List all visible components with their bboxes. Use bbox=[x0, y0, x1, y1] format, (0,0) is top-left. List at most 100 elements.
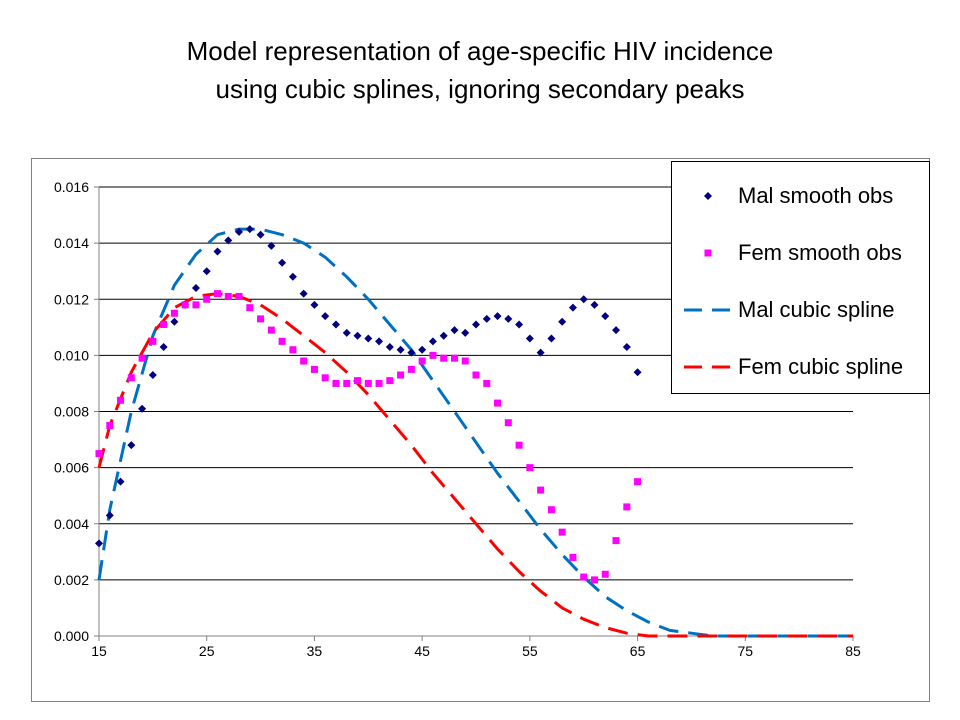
data-point-square bbox=[138, 354, 146, 362]
data-point-diamond bbox=[493, 312, 502, 321]
legend-label-mal-obs: Mal smooth obs bbox=[738, 183, 894, 208]
data-point-square bbox=[601, 570, 609, 578]
x-tick-label: 15 bbox=[91, 643, 107, 659]
data-point-square bbox=[246, 304, 254, 312]
data-point-square bbox=[526, 464, 534, 472]
data-point-square bbox=[558, 528, 566, 536]
data-point-diamond bbox=[547, 334, 556, 343]
data-point-diamond bbox=[267, 241, 276, 250]
slide-title-line-1: Model representation of age-specific HIV… bbox=[186, 36, 774, 66]
legend-label-fem-spline: Fem cubic spline bbox=[738, 354, 904, 379]
x-tick-label: 25 bbox=[199, 643, 215, 659]
data-point-diamond bbox=[95, 539, 103, 548]
data-point-diamond bbox=[321, 312, 330, 321]
data-point-square bbox=[127, 374, 135, 382]
data-point-square bbox=[580, 573, 588, 581]
data-point-diamond bbox=[310, 300, 319, 309]
y-tick-label: 0.000 bbox=[54, 628, 89, 644]
data-point-square bbox=[213, 290, 221, 298]
data-point-diamond bbox=[116, 477, 125, 486]
data-point-diamond bbox=[396, 345, 405, 354]
legend-label-mal-spline: Mal cubic spline bbox=[738, 297, 895, 322]
data-point-diamond bbox=[191, 284, 200, 293]
data-point-square bbox=[494, 399, 502, 407]
data-point-square bbox=[547, 506, 555, 514]
y-tick-label: 0.010 bbox=[54, 347, 89, 363]
data-point-square bbox=[181, 301, 189, 309]
data-point-diamond bbox=[515, 320, 524, 329]
data-point-diamond bbox=[439, 331, 448, 340]
data-point-square bbox=[343, 379, 351, 387]
legend-symbol-square-icon bbox=[704, 249, 712, 257]
data-point-square bbox=[332, 379, 340, 387]
data-point-square bbox=[117, 396, 125, 404]
data-point-square bbox=[504, 419, 512, 427]
data-point-diamond bbox=[202, 267, 211, 276]
x-tick-label: 65 bbox=[630, 643, 646, 659]
data-point-square bbox=[289, 346, 297, 354]
data-point-square bbox=[461, 357, 469, 365]
data-point-square bbox=[354, 377, 362, 385]
data-point-square bbox=[321, 374, 329, 382]
series bbox=[95, 225, 853, 638]
tick-labels: 0.000 0.002 0.004 0.006 0.008 0.010 0.012 0.014… bbox=[54, 179, 861, 659]
x-tick-label: 85 bbox=[845, 643, 861, 659]
data-point-diamond bbox=[245, 225, 254, 234]
data-point-diamond bbox=[525, 334, 534, 343]
data-point-square bbox=[160, 321, 168, 329]
data-point-square bbox=[310, 365, 318, 373]
data-point-square bbox=[192, 301, 200, 309]
legend-item-fem-spline: Fem cubic spline bbox=[672, 347, 929, 387]
data-point-square bbox=[149, 337, 157, 345]
data-point-diamond bbox=[213, 247, 222, 256]
data-point-square bbox=[450, 354, 458, 362]
data-point-square bbox=[440, 354, 448, 362]
data-point-square bbox=[612, 537, 620, 545]
chart-frame bbox=[31, 158, 930, 702]
data-point-square bbox=[364, 379, 372, 387]
data-point-square bbox=[472, 371, 480, 379]
data-point-diamond bbox=[428, 337, 437, 346]
data-point-square bbox=[375, 379, 383, 387]
y-tick-label: 0.016 bbox=[54, 179, 89, 195]
data-point-diamond bbox=[105, 511, 114, 520]
data-point-square bbox=[257, 315, 265, 323]
data-point-diamond bbox=[385, 342, 394, 351]
x-tick-label: 75 bbox=[737, 643, 753, 659]
data-point-diamond bbox=[127, 441, 136, 450]
y-tick-label: 0.002 bbox=[54, 572, 89, 588]
data-point-square bbox=[278, 337, 286, 345]
x-tick-label: 35 bbox=[307, 643, 323, 659]
slide-title-line-2: using cubic splines, ignoring secondary … bbox=[215, 74, 745, 104]
data-point-square bbox=[483, 379, 491, 387]
y-tick-label: 0.012 bbox=[54, 291, 89, 307]
data-point-diamond bbox=[579, 295, 588, 304]
data-point-diamond bbox=[590, 300, 599, 309]
legend-label-fem-obs: Fem smooth obs bbox=[738, 240, 902, 265]
x-tick-label: 55 bbox=[522, 643, 538, 659]
legend-symbol-dash-icon bbox=[684, 308, 734, 312]
legend-symbol-dash-icon bbox=[684, 365, 734, 369]
y-tick-label: 0.008 bbox=[54, 404, 89, 420]
data-point-square bbox=[634, 478, 642, 486]
data-point-square bbox=[95, 450, 103, 458]
data-point-diamond bbox=[138, 404, 147, 413]
data-point-diamond bbox=[418, 345, 427, 354]
legend: Mal smooth obs Fem smooth obs Mal cubic … bbox=[671, 161, 930, 394]
data-point-square bbox=[386, 377, 394, 385]
y-tick-label: 0.006 bbox=[54, 460, 89, 476]
data-point-diamond bbox=[256, 230, 265, 239]
data-point-diamond bbox=[407, 348, 416, 357]
data-point-diamond bbox=[612, 326, 621, 335]
data-point-square bbox=[515, 441, 523, 449]
series-line-2 bbox=[97, 227, 853, 638]
data-point-square bbox=[235, 292, 243, 300]
data-point-square bbox=[267, 326, 275, 334]
data-point-square bbox=[224, 292, 232, 300]
data-point-diamond bbox=[364, 334, 373, 343]
data-point-diamond bbox=[288, 272, 297, 281]
series-line-3 bbox=[97, 292, 853, 638]
data-point-diamond bbox=[375, 337, 384, 346]
data-point-square bbox=[170, 309, 178, 317]
